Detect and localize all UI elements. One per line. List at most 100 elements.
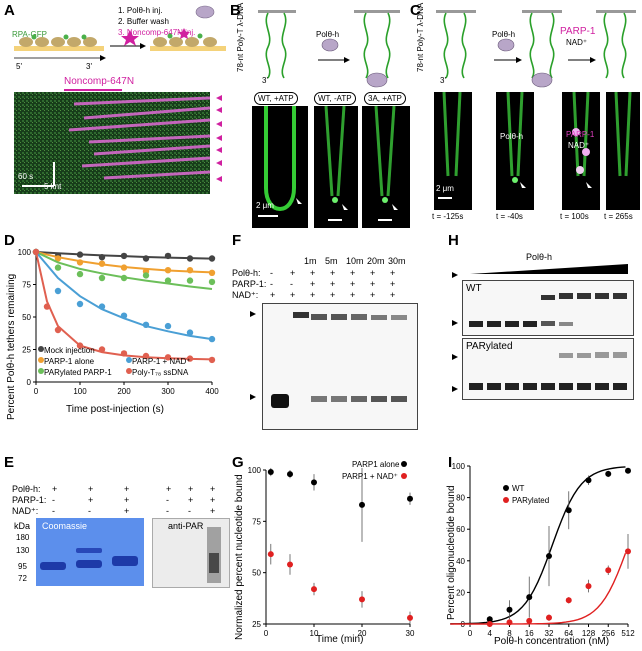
d-legend-marker: [126, 368, 132, 374]
gel-antipar: [152, 518, 230, 588]
kymo-bar: [64, 89, 122, 91]
f-sign: +: [290, 290, 296, 300]
gel-h-parylated: [462, 338, 634, 400]
e-sign: +: [52, 484, 58, 494]
panel-c-schematic: [436, 10, 636, 88]
e-sign: +: [210, 506, 216, 516]
parp-c-overlay: PARP-1: [566, 130, 595, 139]
e-sign: +: [166, 484, 172, 494]
i-x-tick-label: 4: [488, 629, 493, 638]
g-point: [267, 469, 274, 476]
panel-a-schematic: [14, 5, 226, 61]
d-point: [208, 269, 216, 276]
nad-c: NAD⁺: [566, 38, 588, 47]
g-legend-1: PARP1 alone: [352, 460, 400, 469]
image-t1: [434, 92, 472, 210]
i-x-tick-label: 512: [621, 629, 635, 638]
g-y-tick-label: 50: [252, 569, 261, 578]
i-y-tick-label: 60: [456, 525, 465, 534]
scale-c: 2 μm: [436, 184, 454, 193]
rpa-proteins: [19, 34, 97, 47]
e-sign: -: [52, 506, 55, 516]
legend-polyt: Poly-T₇₈ ssDNA: [132, 368, 189, 377]
d-point: [76, 270, 84, 278]
end-3-c: 3': [440, 76, 446, 85]
f-sign: +: [390, 290, 396, 300]
f-sign: +: [390, 268, 396, 278]
i-y-tick-label: 80: [456, 494, 465, 503]
e-sign: -: [166, 506, 169, 516]
dna-strand: [14, 46, 104, 51]
g-point: [267, 551, 274, 558]
g-x-tick-label: 30: [406, 629, 415, 638]
parp-c: PARP-1: [560, 26, 596, 37]
gel-f: [262, 303, 418, 430]
e-sign: -: [52, 495, 55, 505]
f-time-label: 30m: [388, 256, 406, 266]
step-2: 2. Buffer wash: [118, 17, 169, 26]
nad-c-overlay: NAD⁺: [568, 141, 590, 150]
d-point: [208, 278, 216, 286]
i-point: [546, 553, 552, 560]
e-sign: +: [88, 495, 94, 505]
i-x-tick-label: 64: [564, 629, 573, 638]
g-y-tick-label: 75: [252, 517, 261, 526]
g-point: [287, 471, 293, 478]
e-kda: kDa: [14, 521, 31, 531]
image-t3: [562, 92, 600, 210]
i-point: [605, 567, 612, 574]
i-point: [565, 597, 572, 604]
d-point: [120, 350, 128, 357]
f-sign: +: [390, 279, 396, 289]
g-point: [359, 596, 365, 603]
f-time-label: 1m: [304, 256, 317, 266]
f-sign: +: [310, 268, 316, 278]
d-point: [164, 354, 172, 361]
d-legend-marker: [38, 346, 44, 352]
i-y-tick-label: 40: [456, 557, 465, 566]
d-point: [76, 251, 84, 258]
d-point: [142, 272, 150, 279]
enzyme-c-overlay: Polθ-h: [500, 132, 524, 141]
marker-130: 130: [16, 546, 30, 555]
d-y-tick-label: 100: [18, 248, 32, 257]
i-ylabel: Percent oligonucleotide bound: [446, 485, 457, 620]
d-point: [98, 260, 106, 267]
d-y-tick-label: 50: [22, 313, 31, 322]
e-sign: +: [188, 495, 194, 505]
scale-b: 2 μm: [256, 201, 274, 210]
d-x-tick-label: 400: [205, 387, 219, 396]
h-wt: WT: [466, 283, 482, 294]
e-sign: +: [88, 484, 94, 494]
image-wt-atp: [252, 106, 308, 228]
d-point: [98, 274, 106, 282]
step-1: 1. Polθ-h inj.: [118, 6, 163, 15]
g-point: [287, 561, 293, 568]
f-sign: +: [330, 279, 336, 289]
i-xlabel: Polθ-h concentration (nM): [494, 636, 610, 647]
f-sign: +: [310, 290, 316, 300]
time-4: t = 265s: [604, 212, 633, 221]
d-point: [164, 322, 172, 330]
i-x-tick-label: 8: [507, 629, 512, 638]
enzyme-icon: [195, 5, 215, 19]
e-antipar: anti-PAR: [168, 521, 204, 531]
scale-time: 60 s: [18, 172, 34, 181]
i-x-tick-label: 128: [582, 629, 596, 638]
f-sign: +: [330, 290, 336, 300]
i-fit-wt: [450, 466, 626, 625]
d-point: [142, 321, 150, 328]
e-sign: +: [124, 506, 130, 516]
h-enzyme: Polθ-h: [526, 252, 553, 262]
step-3: 3. Noncomp-647N inj.: [118, 28, 196, 37]
marker-180: 180: [16, 533, 30, 542]
legend-parylated: PARylated PARP-1: [44, 368, 112, 377]
f-sign: +: [290, 268, 296, 278]
f-time-label: 5m: [325, 256, 338, 266]
e-sign: +: [124, 484, 130, 494]
end-3-b: 3': [262, 76, 268, 85]
arrow-icon: [140, 43, 146, 49]
legend-mock: Mock injection: [44, 346, 95, 355]
g-xlabel: Time (min): [316, 634, 364, 645]
